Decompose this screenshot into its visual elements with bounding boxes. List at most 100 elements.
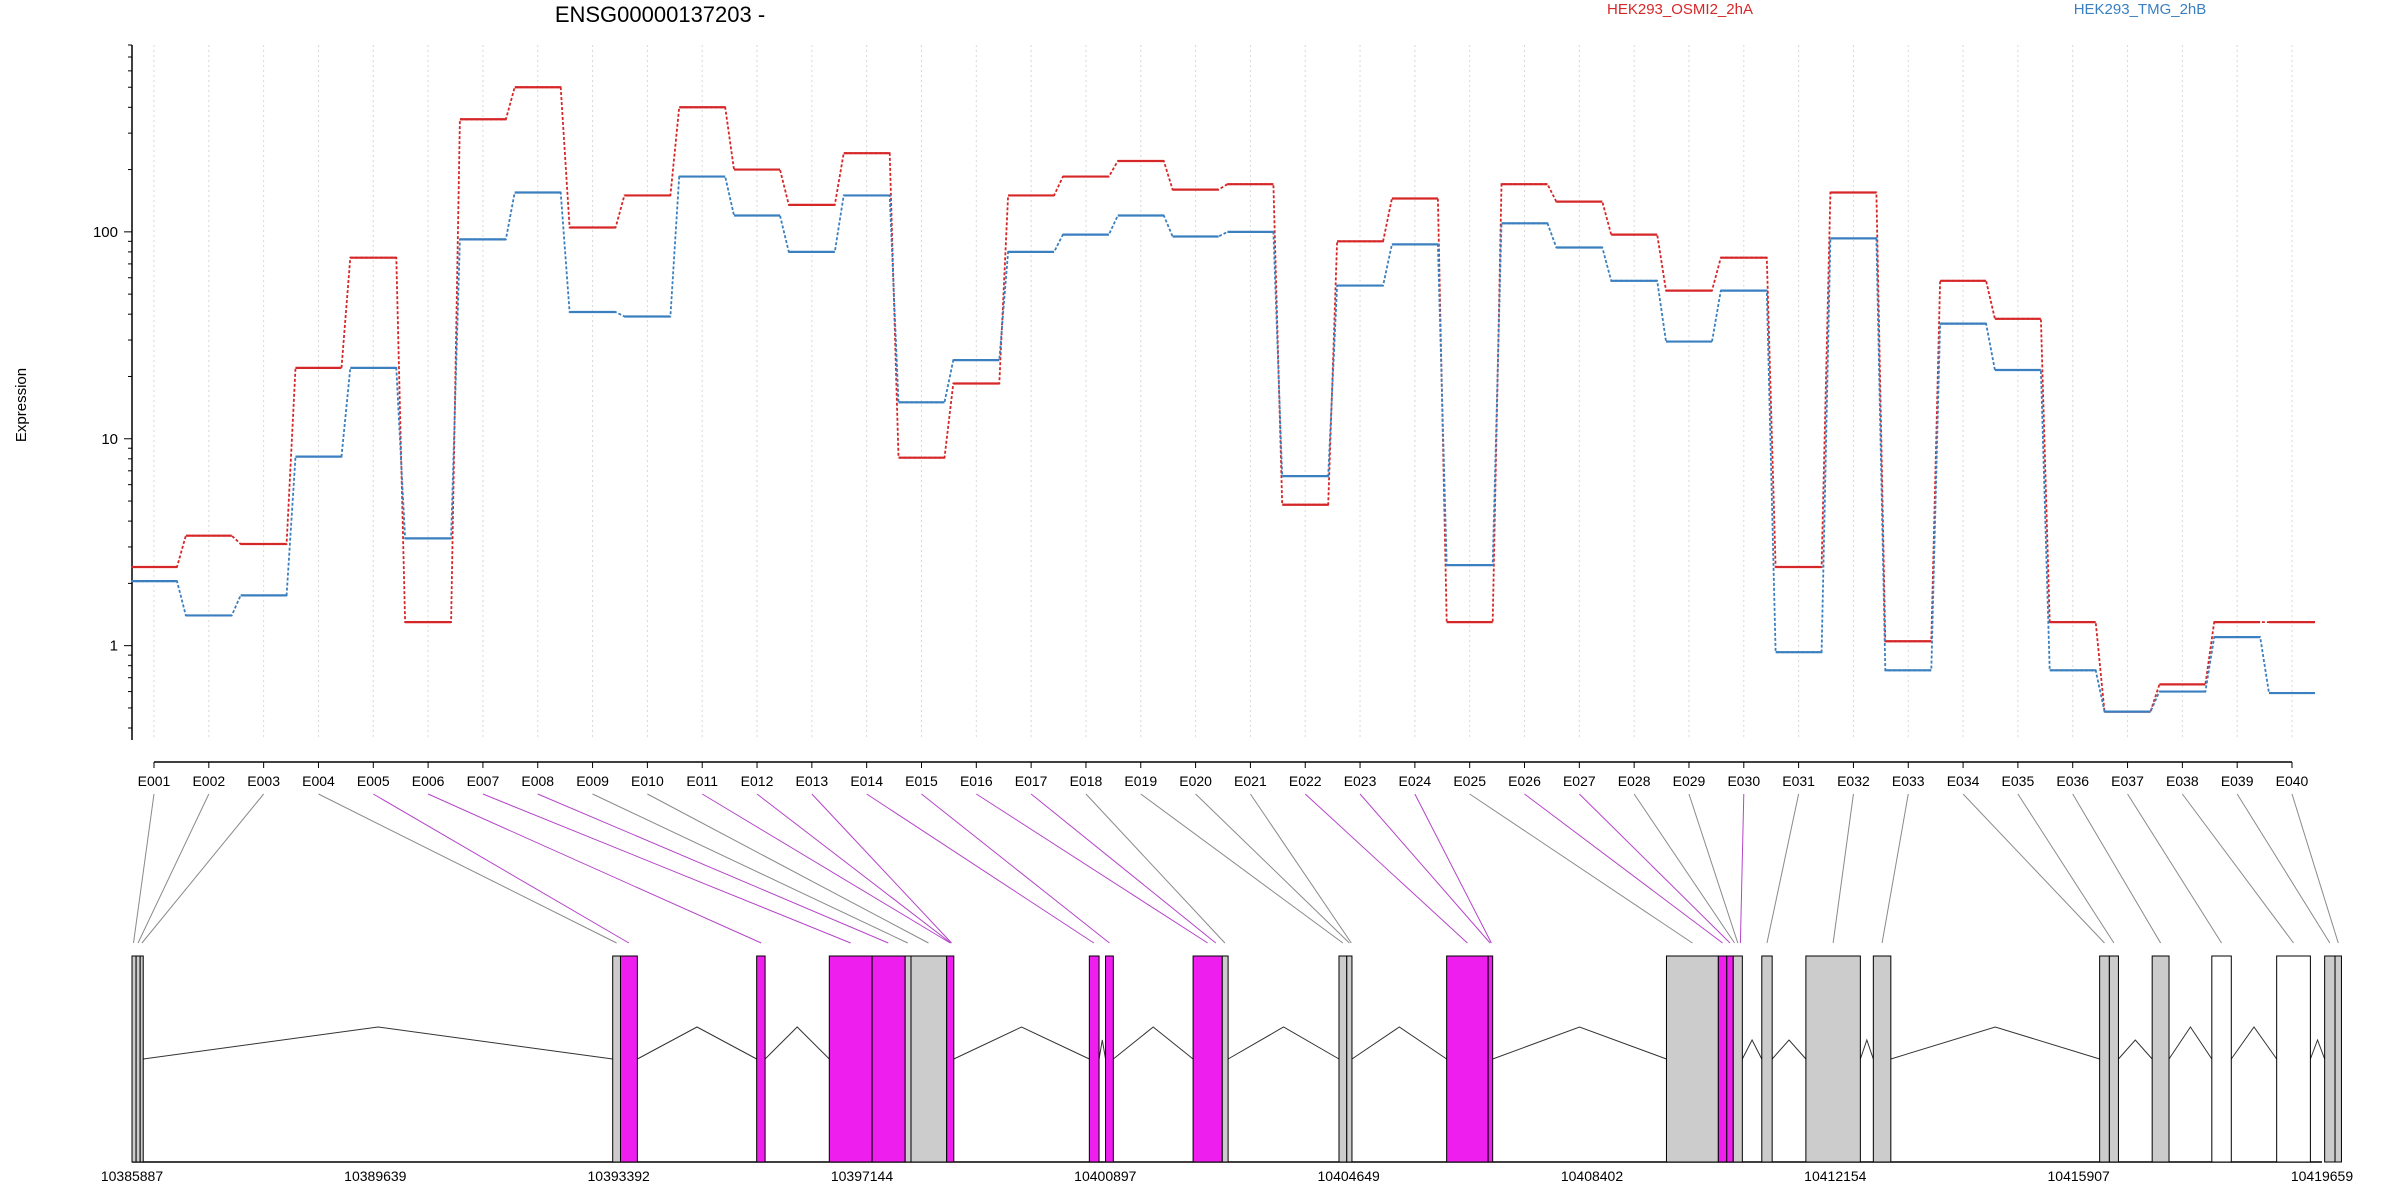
- connector-e012: [756, 793, 952, 944]
- axes: 1 10 100: [93, 44, 2292, 763]
- exon-block: [1338, 955, 1348, 1163]
- intron-line: [1859, 1038, 1874, 1060]
- connector-e033: [1881, 793, 1909, 944]
- intron-line: [2230, 1026, 2278, 1060]
- connector-e007: [482, 793, 851, 944]
- connector-e034: [1962, 793, 2105, 944]
- exon-block: [139, 955, 144, 1163]
- connector-e021: [1249, 793, 1352, 944]
- exon-block: [1726, 955, 1734, 1163]
- connector-e016: [976, 793, 1208, 944]
- connector-e025: [1469, 793, 1693, 944]
- exon-label-e001: E001: [138, 773, 171, 789]
- exon-label-e019: E019: [1124, 773, 1157, 789]
- exon-block: [1221, 955, 1229, 1163]
- exon-label-e010: E010: [631, 773, 664, 789]
- intron-line: [1741, 1038, 1763, 1060]
- connector-e019: [1140, 793, 1344, 944]
- connector-e013: [811, 793, 952, 944]
- exon-label-e030: E030: [1727, 773, 1760, 789]
- genomic-coordinates: 10385887 10389639 10393392 10397144 10400897…: [101, 1168, 2354, 1184]
- exon-label-e002: E002: [192, 773, 225, 789]
- connector-e040: [2291, 793, 2339, 944]
- connector-e004: [318, 793, 617, 944]
- exon-block: [2276, 955, 2311, 1163]
- vertical-gridlines: [153, 45, 2293, 740]
- exon-block: [1088, 955, 1100, 1163]
- exon-block: [1717, 955, 1728, 1163]
- series-line-osmi2: [131, 86, 2315, 713]
- connector-e038: [2181, 793, 2294, 944]
- exon-label-e031: E031: [1782, 773, 1815, 789]
- series-lines: [131, 86, 2315, 713]
- exon-block: [904, 955, 912, 1163]
- connector-e037: [2127, 793, 2222, 944]
- coordinate-label: 10400897: [1074, 1168, 1137, 1184]
- intron-line: [2309, 1038, 2326, 1060]
- exon-label-e011: E011: [686, 773, 718, 789]
- exon-label-e016: E016: [960, 773, 993, 789]
- intron-line: [1351, 1026, 1447, 1060]
- connector-e009: [592, 793, 908, 944]
- exon-label-e033: E033: [1892, 773, 1925, 789]
- exon-label-e003: E003: [247, 773, 280, 789]
- connector-e039: [2236, 793, 2331, 944]
- exon-block: [756, 955, 766, 1163]
- connector-e015: [921, 793, 1110, 944]
- exon-block: [612, 955, 621, 1163]
- connector-e029: [1688, 793, 1739, 944]
- intron-line: [2118, 1039, 2153, 1060]
- exon-block: [2324, 955, 2336, 1163]
- exon-block: [619, 955, 638, 1163]
- exon-block: [910, 955, 948, 1163]
- connector-e023: [1359, 793, 1491, 944]
- exon-block: [1446, 955, 1489, 1163]
- connector-e027: [1578, 793, 1731, 944]
- connector-e030: [1739, 793, 1745, 944]
- exon-block: [135, 955, 141, 1163]
- exon-label-e014: E014: [850, 773, 883, 789]
- exon-label-e017: E017: [1015, 773, 1048, 789]
- exon-label-e018: E018: [1070, 773, 1103, 789]
- exon-label-e027: E027: [1563, 773, 1596, 789]
- connector-e014: [866, 793, 1095, 944]
- exon-block: [2151, 955, 2170, 1163]
- exon-label-e029: E029: [1673, 773, 1706, 789]
- connector-e011: [701, 793, 951, 944]
- exon-label-e015: E015: [905, 773, 938, 789]
- exon-label-e021: E021: [1234, 773, 1267, 789]
- intron-line: [953, 1026, 1090, 1060]
- connector-e008: [537, 793, 889, 944]
- exon-label-e034: E034: [1947, 773, 1980, 789]
- intron-line: [637, 1026, 757, 1060]
- exon-label-e022: E022: [1289, 773, 1322, 789]
- exon-block: [1732, 955, 1743, 1163]
- exon-block: [2211, 955, 2232, 1163]
- coordinate-label: 10393392: [588, 1168, 651, 1184]
- coordinate-label: 10412154: [1804, 1168, 1867, 1184]
- connector-e002: [137, 793, 210, 944]
- intron-line: [1771, 1039, 1807, 1060]
- exon-labels: E001 E002 E003 E004 E005 E006 E007 E008 E009 E010…: [138, 762, 2309, 789]
- exon-label-e032: E032: [1837, 773, 1870, 789]
- exon-label-e035: E035: [2002, 773, 2035, 789]
- connector-e028: [1633, 793, 1735, 944]
- series-line-tmg: [131, 175, 2315, 713]
- y-tick-label: 1: [110, 638, 118, 655]
- connector-e026: [1524, 793, 1723, 944]
- exon-label-e007: E007: [467, 773, 500, 789]
- connector-e010: [647, 793, 929, 944]
- exon-block: [2108, 955, 2119, 1163]
- exon-label-e020: E020: [1179, 773, 1212, 789]
- exon-block: [1105, 955, 1114, 1163]
- connector-e031: [1766, 793, 1800, 944]
- exon-block: [2099, 955, 2110, 1163]
- intron-line: [2168, 1026, 2213, 1060]
- connector-e001: [132, 793, 155, 944]
- connector-e032: [1832, 793, 1854, 944]
- exon-label-e036: E036: [2056, 773, 2089, 789]
- coordinate-label: 10408402: [1561, 1168, 1624, 1184]
- exon-label-e040: E040: [2276, 773, 2309, 789]
- connector-e022: [1304, 793, 1468, 944]
